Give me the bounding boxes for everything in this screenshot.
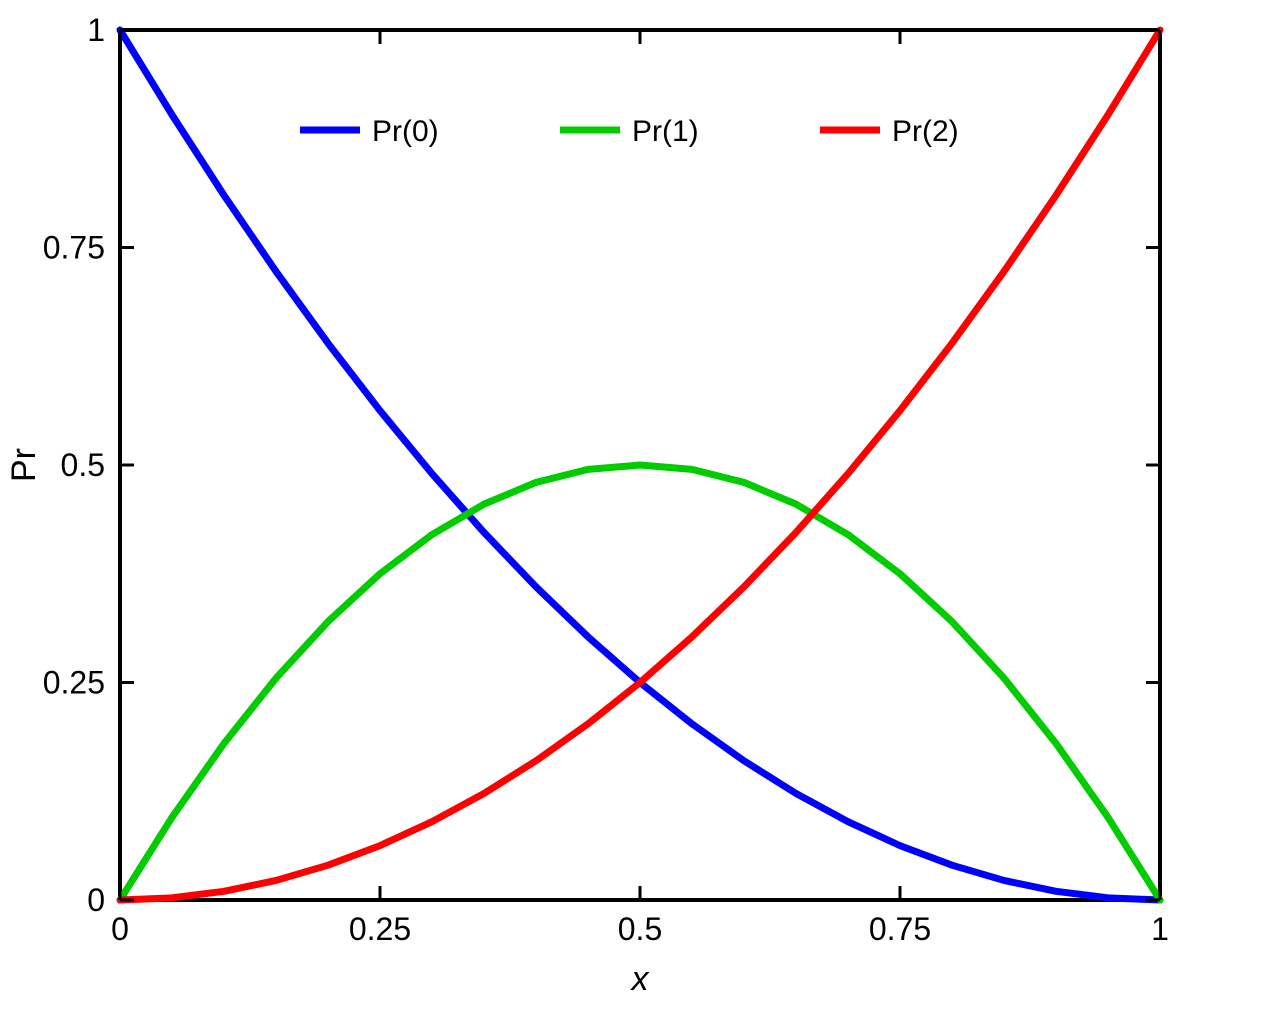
- y-tick-label: 0: [87, 882, 105, 918]
- x-tick-label: 0.75: [869, 911, 931, 947]
- y-tick-label: 0.25: [43, 665, 105, 701]
- x-tick-label: 1: [1151, 911, 1169, 947]
- y-axis-label: Pr: [5, 448, 43, 482]
- x-tick-label: 0: [111, 911, 129, 947]
- probability-chart: 00.250.50.75100.250.50.751 x Pr Pr(0)Pr(…: [0, 0, 1273, 1025]
- legend-swatch: [560, 127, 620, 134]
- legend-label: Pr(2): [892, 115, 959, 148]
- legend-swatch: [300, 127, 360, 134]
- legend-swatch: [820, 127, 880, 134]
- y-tick-label: 0.75: [43, 230, 105, 266]
- series-group: [120, 30, 1160, 900]
- axis-ticks: 0 0.25 0.5 0.75 1 0 0.25 0.5 0.75 1: [43, 12, 1169, 947]
- legend-label: Pr(0): [372, 115, 439, 148]
- chart-svg: 00.250.50.75100.250.50.751 x Pr Pr(0)Pr(…: [0, 0, 1273, 1025]
- y-tick-label: 1: [87, 12, 105, 48]
- x-axis-label: x: [630, 960, 650, 998]
- y-tick-label: 0.5: [61, 447, 105, 483]
- x-tick-label: 0.25: [349, 911, 411, 947]
- x-tick-label: 0.5: [618, 911, 662, 947]
- legend: Pr(0) Pr(1) Pr(2): [300, 115, 959, 148]
- legend-label: Pr(1): [632, 115, 699, 148]
